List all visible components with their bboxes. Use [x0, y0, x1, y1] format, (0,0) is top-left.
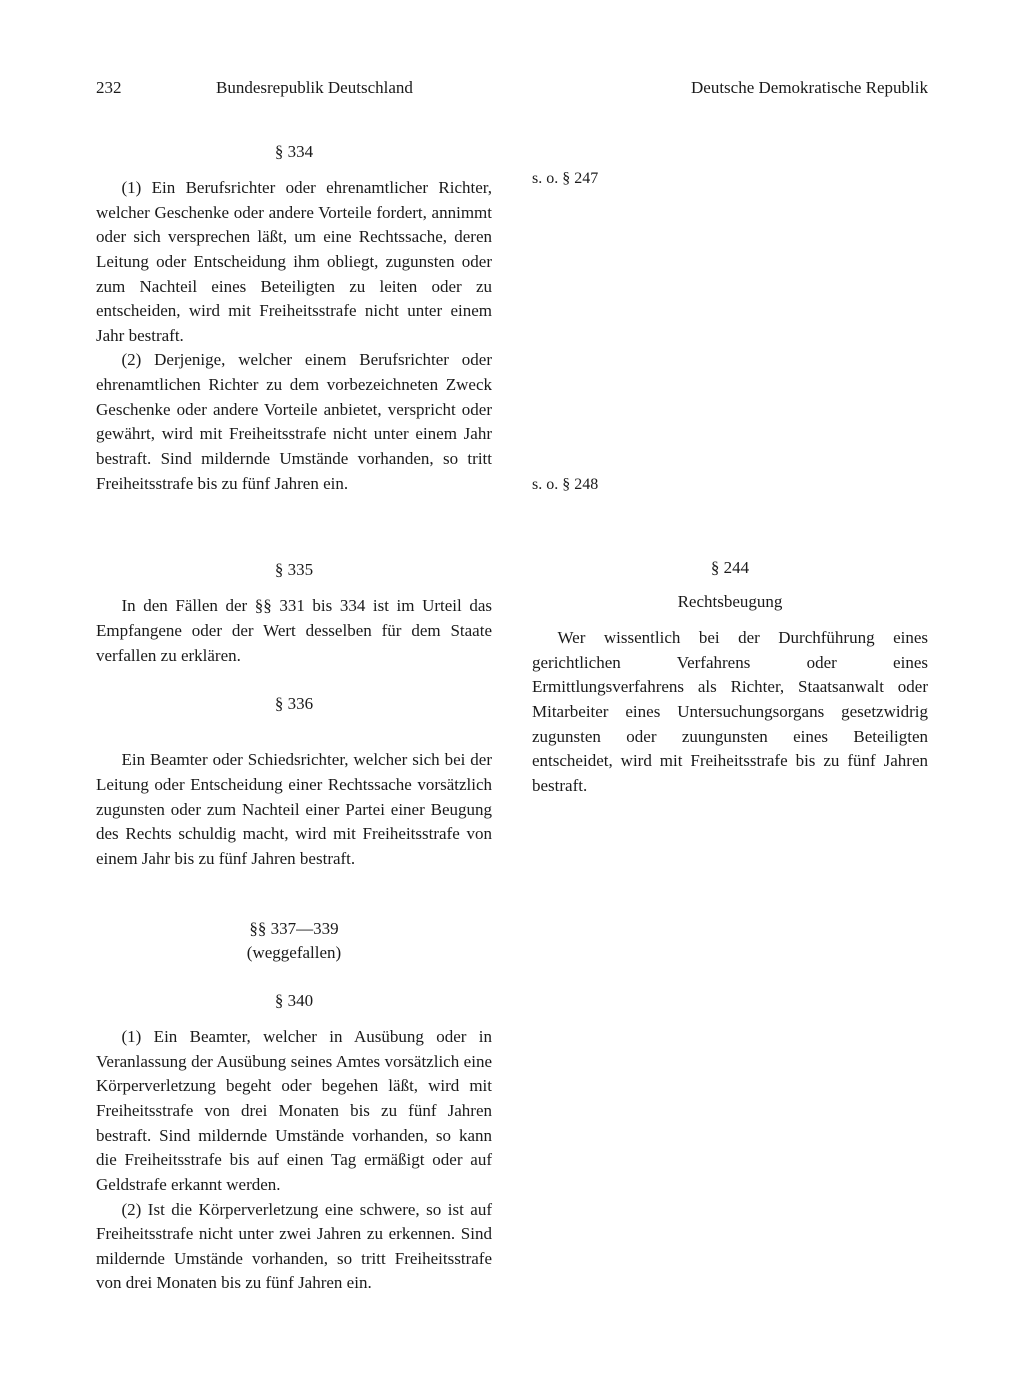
- paragraph: Wer wissentlich bei der Durchführung ein…: [532, 626, 928, 798]
- spacer: [96, 522, 492, 550]
- section-340: § 340 (1) Ein Beamter, welcher in Ausübu…: [96, 991, 492, 1296]
- spacer: [96, 728, 492, 748]
- header-left: Bundesrepublik Deutschland: [156, 78, 572, 98]
- section-335: § 335 In den Fällen der §§ 331 bis 334 i…: [96, 560, 492, 668]
- dropped-range: §§ 337—339: [96, 917, 492, 941]
- section-heading: § 336: [96, 694, 492, 714]
- paragraph: (2) Ist die Körperverletzung eine schwer…: [96, 1198, 492, 1297]
- section-337-339: §§ 337—339 (weggefallen): [96, 917, 492, 965]
- paragraph: (2) Derjenige, welcher einem Berufsricht…: [96, 348, 492, 496]
- section-336: § 336 Ein Beamter oder Schiedsrichter, w…: [96, 694, 492, 871]
- section-subtitle: Rechtsbeugung: [532, 592, 928, 612]
- page-number: 232: [96, 78, 156, 98]
- section-heading: § 334: [96, 142, 492, 162]
- section-334: § 334 (1) Ein Berufsrichter oder ehrenam…: [96, 142, 492, 496]
- right-column: s. o. § 247 s. o. § 248 § 244 Rechtsbeug…: [532, 132, 928, 1322]
- paragraph: In den Fällen der §§ 331 bis 334 ist im …: [96, 594, 492, 668]
- paragraph: (1) Ein Berufsrichter oder ehrenamtliche…: [96, 176, 492, 348]
- spacer: [96, 897, 492, 917]
- section-heading: § 335: [96, 560, 492, 580]
- spacer: [532, 494, 928, 548]
- left-column: § 334 (1) Ein Berufsrichter oder ehrenam…: [96, 132, 492, 1322]
- section-244: § 244 Rechtsbeugung Wer wissentlich bei …: [532, 558, 928, 798]
- section-heading: § 340: [96, 991, 492, 1011]
- cross-ref-note: s. o. § 247: [532, 170, 928, 188]
- spacer: [532, 188, 928, 476]
- dropped-note: (weggefallen): [96, 941, 492, 965]
- running-header: 232 Bundesrepublik Deutschland Deutsche …: [96, 78, 928, 98]
- spacer: [532, 132, 928, 170]
- section-heading: § 244: [532, 558, 928, 578]
- paragraph: Ein Beamter oder Schiedsrichter, welcher…: [96, 748, 492, 871]
- header-right: Deutsche Demokratische Republik: [572, 78, 928, 98]
- cross-ref-note: s. o. § 248: [532, 476, 928, 494]
- paragraph: (1) Ein Beamter, welcher in Ausübung ode…: [96, 1025, 492, 1197]
- page: 232 Bundesrepublik Deutschland Deutsche …: [0, 0, 1024, 1322]
- two-column-body: § 334 (1) Ein Berufsrichter oder ehrenam…: [96, 132, 928, 1322]
